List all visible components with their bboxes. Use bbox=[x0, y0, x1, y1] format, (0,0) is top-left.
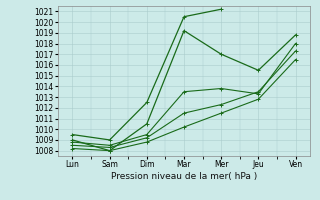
X-axis label: Pression niveau de la mer( hPa ): Pression niveau de la mer( hPa ) bbox=[111, 172, 257, 181]
